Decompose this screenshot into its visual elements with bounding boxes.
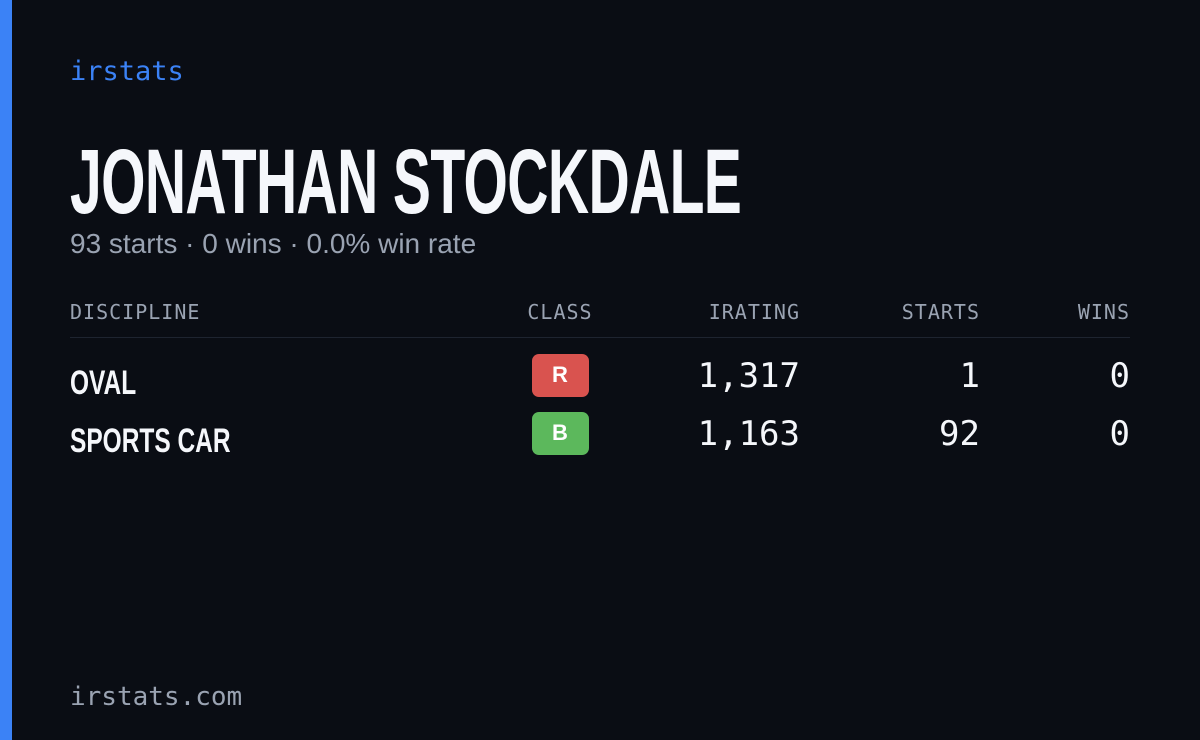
irating-value: 1,163 xyxy=(697,414,800,454)
player-name: JONATHAN STOCKDALE xyxy=(70,131,742,233)
discipline: OVAL xyxy=(70,364,137,402)
wins-value: 0 xyxy=(1109,414,1130,454)
class-badge: B xyxy=(531,412,589,455)
column-header: WINS xyxy=(1077,300,1130,324)
player-summary: 93 starts · 0 wins · 0.0% win rate xyxy=(70,228,477,259)
column-header: STARTS xyxy=(901,300,980,324)
irating-value: 1,317 xyxy=(697,356,800,396)
discipline: SPORTS CAR xyxy=(70,422,231,460)
header-rule xyxy=(70,337,1130,338)
brand: irstats xyxy=(70,56,184,87)
wins-value: 0 xyxy=(1109,356,1130,396)
column-header: DISCIPLINE xyxy=(70,300,201,324)
column-header: CLASS xyxy=(527,300,593,324)
class-badge: R xyxy=(531,354,589,397)
accent-bar xyxy=(0,0,12,740)
starts-value: 92 xyxy=(939,414,980,454)
starts-value: 1 xyxy=(959,356,980,396)
footer: irstats.com xyxy=(70,682,243,712)
column-header: IRATING xyxy=(708,300,800,324)
